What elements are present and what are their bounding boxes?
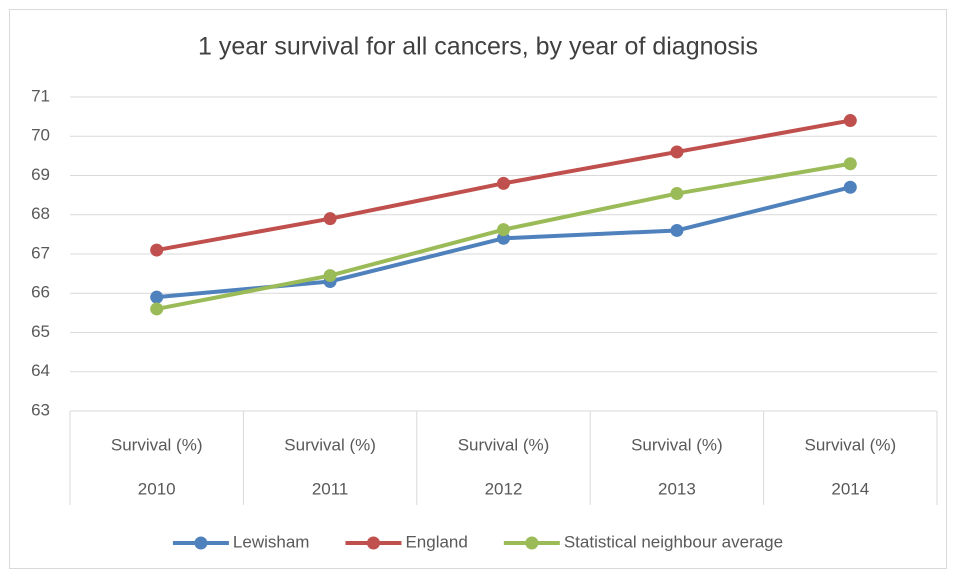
legend-label: Statistical neighbour average: [564, 532, 783, 551]
y-tick-label: 66: [31, 283, 50, 302]
series-marker: [843, 114, 857, 128]
series-marker: [150, 243, 164, 257]
series-marker: [150, 302, 164, 316]
legend-marker: [366, 536, 380, 550]
chart-title: 1 year survival for all cancers, by year…: [198, 33, 758, 61]
x-tick-sublabel: Survival (%): [284, 435, 376, 454]
x-tick-sublabel: Survival (%): [631, 435, 723, 454]
x-tick-label: 2013: [658, 479, 696, 498]
x-tick-label: 2014: [831, 479, 869, 498]
x-tick-label: 2011: [312, 479, 349, 498]
series-marker: [843, 180, 857, 194]
series-marker: [843, 157, 857, 171]
series-marker: [323, 269, 337, 283]
y-tick-label: 65: [31, 322, 50, 341]
series-marker: [497, 223, 510, 237]
x-tick-label: 2012: [485, 479, 523, 498]
y-tick-label: 67: [31, 243, 50, 262]
series-marker: [670, 223, 684, 237]
y-tick-label: 68: [31, 204, 50, 223]
legend-label: England: [405, 532, 467, 551]
legend-label: Lewisham: [233, 532, 310, 551]
series-marker: [670, 145, 684, 159]
legend-marker: [194, 536, 208, 550]
y-tick-label: 69: [31, 165, 50, 184]
y-tick-label: 63: [31, 400, 50, 419]
legend-marker: [525, 536, 539, 550]
x-tick-sublabel: Survival (%): [111, 435, 203, 454]
series-marker: [497, 176, 510, 190]
x-tick-label: 2010: [138, 479, 176, 498]
y-tick-label: 64: [31, 361, 50, 380]
x-tick-sublabel: Survival (%): [804, 435, 896, 454]
series-marker: [670, 187, 684, 201]
y-tick-label: 70: [31, 126, 50, 145]
x-tick-sublabel: Survival (%): [458, 435, 550, 454]
chart-border: [9, 9, 947, 569]
y-tick-label: 71: [31, 86, 50, 105]
series-marker: [323, 212, 337, 226]
series-marker: [150, 290, 164, 304]
